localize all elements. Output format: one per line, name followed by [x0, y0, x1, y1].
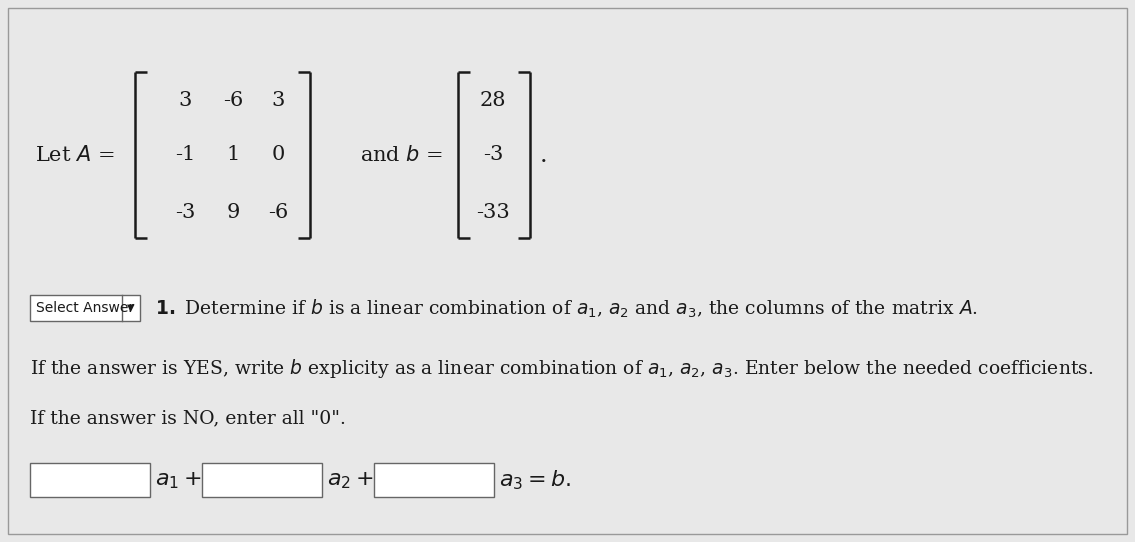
- FancyBboxPatch shape: [375, 463, 494, 497]
- Text: and $\mathit{b}$ =: and $\mathit{b}$ =: [360, 145, 443, 165]
- Text: 1: 1: [226, 145, 239, 165]
- Text: 9: 9: [226, 203, 239, 223]
- FancyBboxPatch shape: [8, 8, 1127, 534]
- Text: $\mathit{a}_1+$: $\mathit{a}_1+$: [155, 469, 202, 491]
- Text: $\mathit{a}_3 = \mathit{b}.$: $\mathit{a}_3 = \mathit{b}.$: [499, 468, 571, 492]
- FancyBboxPatch shape: [30, 295, 140, 321]
- FancyBboxPatch shape: [202, 463, 322, 497]
- Text: 3: 3: [178, 91, 192, 109]
- Text: -6: -6: [222, 91, 243, 109]
- Text: 3: 3: [271, 91, 285, 109]
- Text: -6: -6: [268, 203, 288, 223]
- Text: Select Answer: Select Answer: [36, 301, 134, 315]
- Text: -3: -3: [175, 203, 195, 223]
- Text: $\mathit{a}_2+$: $\mathit{a}_2+$: [327, 469, 373, 491]
- Text: -1: -1: [175, 145, 195, 165]
- Text: If the answer is YES, write $\mathit{b}$ explicity as a linear combination of $\: If the answer is YES, write $\mathit{b}$…: [30, 357, 1093, 379]
- Text: -3: -3: [482, 145, 503, 165]
- Text: 28: 28: [480, 91, 506, 109]
- FancyBboxPatch shape: [30, 463, 150, 497]
- Text: Let $\mathit{A}$ =: Let $\mathit{A}$ =: [35, 145, 115, 165]
- Text: -33: -33: [476, 203, 510, 223]
- Text: .: .: [540, 144, 547, 166]
- Text: $\mathbf{1.}$ Determine if $\mathit{b}$ is a linear combination of $\mathit{a}_1: $\mathbf{1.}$ Determine if $\mathit{b}$ …: [155, 298, 978, 320]
- Text: If the answer is NO, enter all "0".: If the answer is NO, enter all "0".: [30, 409, 346, 427]
- Text: 0: 0: [271, 145, 285, 165]
- Text: ▼: ▼: [127, 303, 135, 313]
